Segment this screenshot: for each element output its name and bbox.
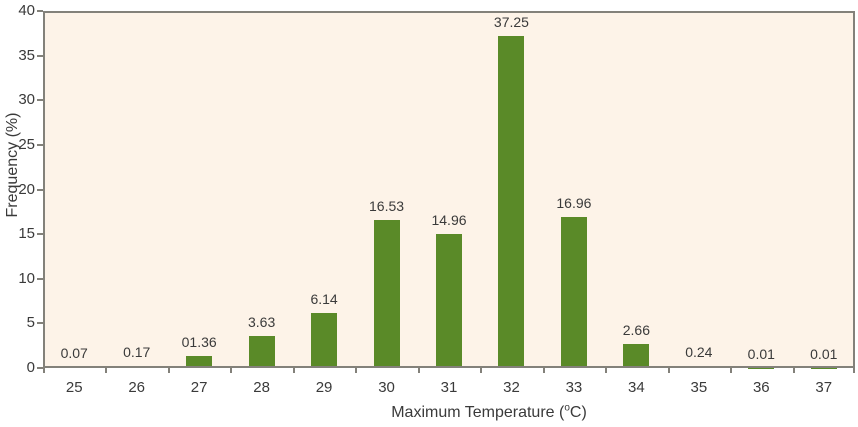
y-axis-tick: [37, 188, 43, 191]
y-axis-tick: [37, 10, 43, 12]
bar-value-label: 16.96: [556, 194, 592, 211]
y-tick-label: 10: [18, 269, 35, 287]
bar-value-label: 0.24: [685, 343, 713, 360]
x-axis-title: Maximum Temperature (oC): [391, 403, 587, 422]
y-tick-label: 35: [18, 46, 35, 64]
y-tick-label: 20: [18, 180, 35, 198]
x-tick-label: 26: [128, 379, 146, 396]
bar-34: [623, 344, 650, 368]
x-axis-title-prefix: Maximum Temperature (: [391, 404, 565, 421]
bar-33: [560, 216, 587, 368]
x-tick-label: 35: [690, 379, 708, 396]
y-axis-tick: [37, 322, 43, 325]
y-axis-tick: [37, 54, 43, 57]
y-axis-tick: [37, 143, 43, 146]
x-axis-title-suffix: C): [569, 404, 587, 421]
x-axis-tick: [167, 368, 170, 373]
y-tick-label: 25: [18, 135, 35, 153]
bar-value-label: 3.63: [247, 313, 276, 330]
x-tick-label: 30: [378, 379, 395, 396]
bar-28: [248, 335, 275, 368]
y-axis-title: Frequency (%): [4, 112, 21, 218]
bar-value-label: 37.25: [493, 13, 529, 30]
bar-32: [498, 35, 525, 368]
bar-value-label: 2.66: [622, 322, 650, 339]
x-axis-tick: [105, 368, 108, 373]
plot-area: 0.07 25 0.17 26 01.36 27 3.63 28 6.14 29 16.53 30 14…: [43, 11, 855, 396]
x-axis-tick: [542, 368, 545, 373]
bar-29: [311, 313, 338, 368]
x-axis-tick: [480, 368, 483, 373]
bars-layer: [43, 11, 855, 368]
bar-value-label: 16.53: [369, 198, 405, 215]
x-tick-label: 33: [565, 379, 583, 396]
y-tick-label: 40: [18, 2, 35, 19]
x-axis-tick: [292, 368, 295, 373]
x-axis-tick: [230, 368, 233, 373]
x-axis-tick: [43, 368, 45, 373]
bar-value-label: 14.96: [431, 212, 467, 229]
degree-superscript: o: [564, 402, 570, 414]
y-tick-label: 15: [18, 225, 35, 243]
x-axis-tick: [667, 368, 670, 373]
x-tick-label: 25: [65, 379, 83, 396]
x-axis-tick: [417, 368, 420, 373]
y-tick-label: 0: [26, 359, 35, 376]
y-tick-label: 5: [26, 314, 35, 332]
x-tick-label: 29: [315, 379, 333, 396]
bar-35: [685, 365, 712, 368]
y-axis-tick: [37, 367, 43, 369]
bar-27: [186, 355, 213, 368]
bar-30: [373, 220, 400, 368]
y-axis-tick: [37, 99, 43, 102]
bar-value-label: 0.07: [60, 345, 88, 362]
x-tick-label: 32: [503, 379, 520, 396]
x-tick-label: 36: [752, 379, 770, 396]
x-tick-label: 34: [628, 379, 645, 396]
y-axis-tick: [37, 233, 43, 236]
x-axis-tick: [853, 368, 855, 373]
bar-value-label: 0.01: [747, 345, 775, 362]
x-tick-label: 31: [440, 379, 458, 396]
x-axis-tick: [730, 368, 733, 373]
bar-value-label: 01.36: [181, 333, 217, 350]
x-tick-label: 37: [815, 379, 833, 396]
bar-value-label: 0.01: [810, 345, 838, 362]
x-tick-label: 28: [253, 379, 270, 396]
x-axis-tick: [792, 368, 795, 373]
bar-26: [123, 366, 150, 368]
y-tick-label: 30: [18, 91, 35, 109]
bar-31: [436, 234, 462, 368]
bar-25: [61, 367, 88, 368]
bar-value-label: 0.17: [123, 344, 151, 361]
x-tick-label: 27: [190, 379, 208, 396]
y-axis-tick: [37, 277, 43, 280]
x-axis-tick: [355, 368, 358, 373]
x-axis-tick: [605, 368, 608, 373]
bar-value-label: 6.14: [310, 291, 338, 308]
